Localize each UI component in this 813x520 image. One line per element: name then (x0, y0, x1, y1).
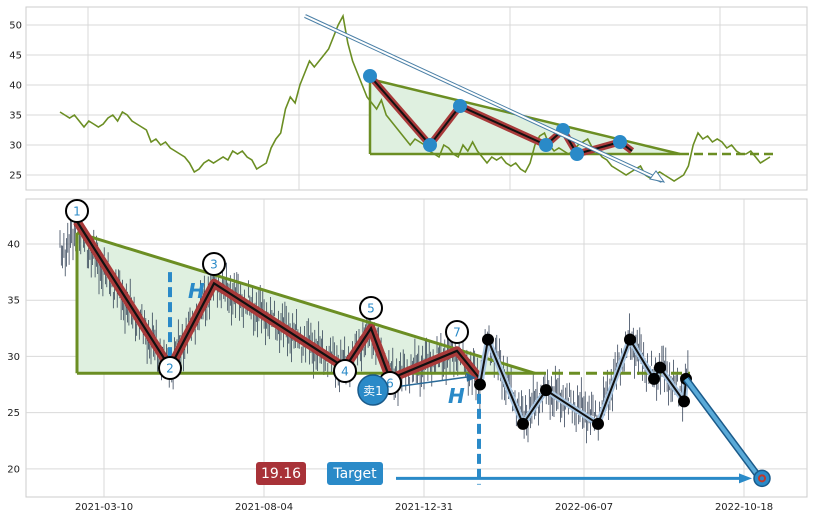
target-badge: Target (327, 462, 383, 485)
bottom-target-point (753, 469, 771, 488)
bottom-pivot-label-text: 3 (210, 258, 218, 272)
bottom-target-arrow-head (739, 473, 752, 484)
bottom-path-point (624, 333, 636, 346)
bottom-sell-arrow-head (466, 372, 476, 382)
bottom-pivot-label-text: 2 (166, 362, 174, 376)
bottom-path-point (540, 384, 552, 397)
bottom-pivot-label-text: 4 (341, 365, 349, 379)
top-y-tick-label: 30 (9, 141, 22, 152)
value-badge-text: 19.16 (261, 466, 301, 482)
top-pivot-marker (613, 135, 627, 149)
top-pivot-marker (570, 147, 584, 161)
bottom-path-black (479, 336, 687, 426)
top-y-tick-label: 25 (9, 171, 22, 182)
sell-marker: 卖1 (357, 374, 389, 406)
bottom-x-tick-label: 2022-10-18 (715, 502, 773, 513)
target-badge-text: Target (332, 466, 377, 482)
bottom-projection-line (684, 377, 762, 480)
top-pivot-marker (539, 138, 553, 152)
bottom-content: 1 2 3 4 5 6 7 (59, 199, 771, 488)
bottom-path-point (592, 417, 604, 430)
top-zigzag-black (369, 75, 633, 156)
bottom-path-point (482, 333, 494, 346)
top-y-tick-label: 35 (9, 111, 22, 122)
top-arrow-head (649, 170, 666, 183)
target-badge-bg (327, 462, 383, 485)
bottom-zigzag-black (76, 220, 481, 381)
top-content (59, 13, 775, 183)
bottom-path-point (474, 378, 486, 391)
bottom-pivot-label-circle (359, 296, 383, 320)
bottom-x-ticks: 2021-03-10 2021-08-04 2021-12-31 2022-06-07… (75, 502, 773, 513)
bottom-x-tick-label: 2021-12-31 (395, 502, 453, 513)
value-badge: 19.16 (256, 462, 306, 485)
bottom-pivot-label-circle (333, 359, 357, 383)
bottom-pivot-label-text: 5 (367, 302, 375, 316)
bottom-y-tick-label: 20 (7, 464, 20, 475)
bottom-pivot-label-circle (202, 252, 226, 276)
bottom-y-tick-label: 40 (7, 239, 20, 250)
h-label-right: H (448, 384, 465, 408)
bottom-pivot-label-text: 7 (453, 326, 461, 340)
bottom-y-tick-label: 30 (7, 352, 20, 363)
bottom-x-tick-label: 2021-03-10 (75, 502, 133, 513)
top-y-ticks: 25 30 35 40 45 50 (9, 21, 22, 182)
value-badge-bg (256, 462, 306, 485)
h-label-left: H (188, 279, 205, 303)
top-pivot-marker (423, 138, 437, 152)
bottom-pivot-label-circle (65, 199, 89, 223)
bottom-x-tick-label: 2021-08-04 (235, 502, 293, 513)
sell-marker-text: 卖1 (363, 384, 383, 398)
bottom-path-point (654, 361, 666, 374)
bottom-path-point (517, 417, 529, 430)
bottom-path-point (678, 395, 690, 408)
bottom-y-tick-label: 25 (7, 408, 20, 419)
top-arrow-shaft (304, 15, 663, 182)
top-y-tick-label: 50 (9, 21, 22, 32)
bottom-y-ticks: 20 25 30 35 40 (7, 239, 20, 475)
bottom-pivot-label-text: 1 (73, 205, 81, 219)
bottom-x-tick-label: 2022-06-07 (555, 502, 613, 513)
bottom-pivot-label-circle (445, 320, 469, 344)
top-grid (26, 7, 807, 190)
bottom-pivot-label-circle (158, 356, 182, 380)
bottom-y-tick-label: 35 (7, 296, 20, 307)
bottom-pivot-label-text: 6 (386, 377, 394, 391)
sell-marker-circle (357, 374, 389, 406)
top-pivot-marker (453, 99, 467, 113)
top-y-tick-label: 45 (9, 51, 22, 62)
top-pivot-marker (363, 69, 377, 83)
top-y-tick-label: 40 (9, 81, 22, 92)
bottom-target-point-inner (758, 474, 766, 483)
bottom-path-point (648, 372, 660, 385)
